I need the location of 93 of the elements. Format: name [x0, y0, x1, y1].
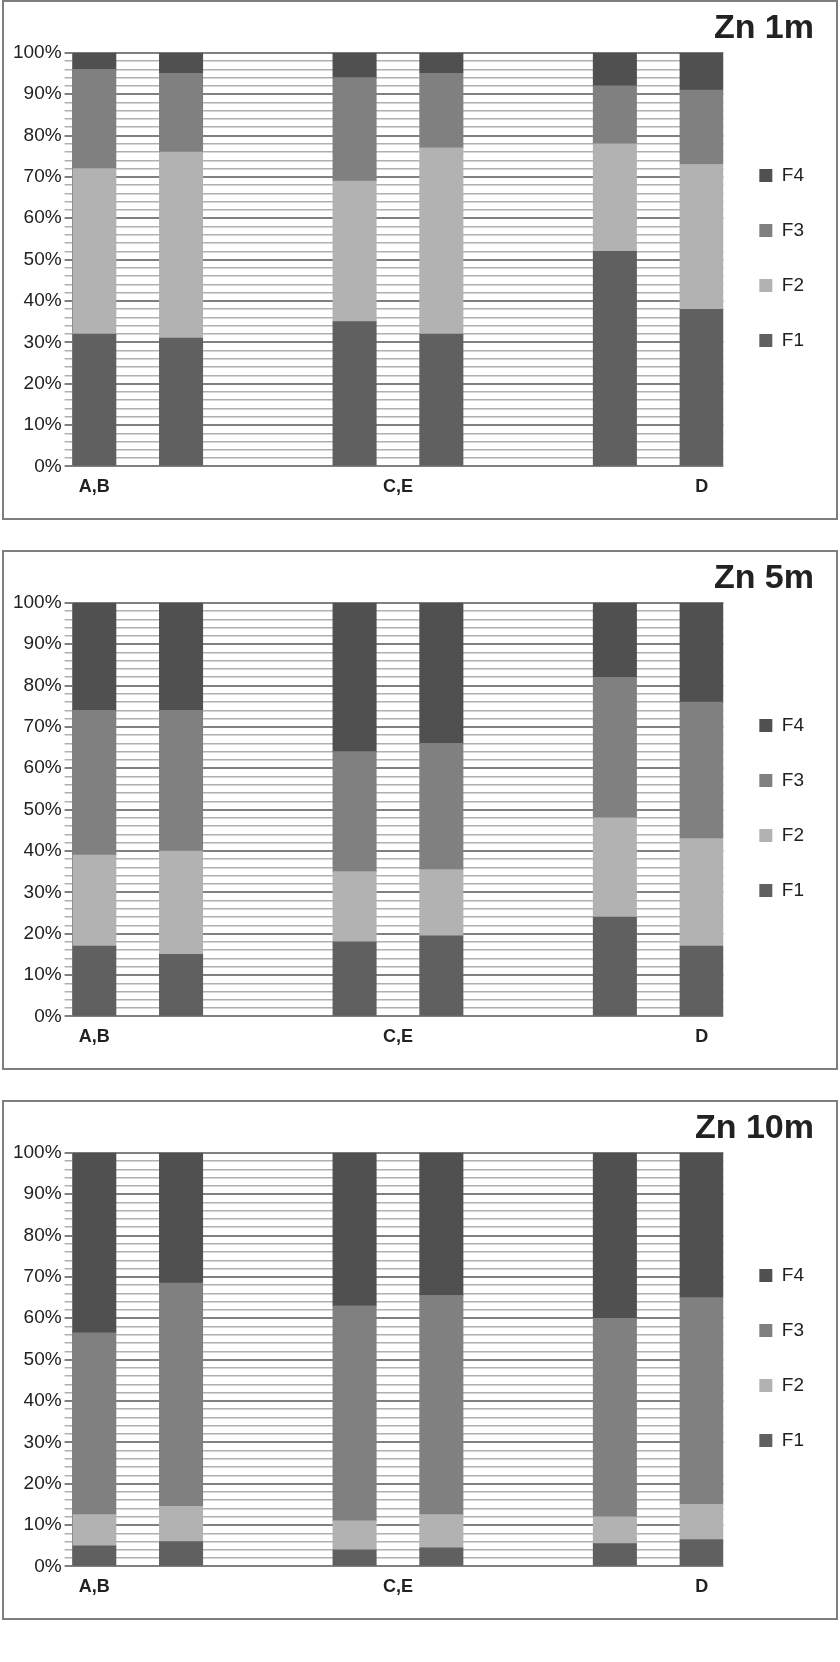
y-tick-label: 40%	[23, 839, 62, 861]
y-tick-label: 0%	[34, 454, 62, 476]
y-tick-label: 70%	[23, 715, 62, 737]
y-tick-label: 60%	[23, 756, 62, 778]
x-tick-label: D	[695, 476, 709, 497]
legend-label: F2	[781, 1373, 805, 1395]
bar	[332, 941, 377, 1016]
y-tick-label: 90%	[23, 1182, 62, 1204]
bar	[332, 321, 377, 466]
bar	[159, 1152, 204, 1284]
bar	[679, 1539, 724, 1566]
x-tick-label: C,E	[382, 476, 413, 497]
x-tick-label: C,E	[382, 1576, 413, 1597]
y-tick-label: 70%	[23, 165, 62, 187]
bar	[419, 52, 464, 74]
legend-label: F2	[781, 273, 805, 295]
y-tick-label: 40%	[23, 289, 62, 311]
y-tick-label: 60%	[23, 206, 62, 228]
bar	[332, 1549, 377, 1566]
chart-title: Zn 5m	[713, 556, 814, 595]
bar	[332, 52, 377, 78]
y-tick-label: 20%	[23, 1471, 62, 1493]
chart-title: Zn 1m	[713, 6, 814, 45]
y-tick-label: 10%	[23, 1513, 62, 1535]
bar	[592, 1152, 637, 1319]
y-tick-label: 80%	[23, 123, 62, 145]
bar	[419, 602, 464, 744]
bar	[72, 333, 117, 466]
x-tick-label: D	[695, 1576, 709, 1597]
chart-title: Zn 10m	[694, 1106, 814, 1145]
bar	[159, 337, 204, 466]
bar	[72, 602, 117, 711]
y-tick-label: 70%	[23, 1265, 62, 1287]
y-tick-label: 30%	[23, 330, 62, 352]
bar	[159, 954, 204, 1016]
legend-label: F4	[781, 163, 805, 185]
y-tick-label: 60%	[23, 1306, 62, 1328]
bar	[419, 1152, 464, 1296]
bar	[592, 602, 637, 678]
y-tick-label: 50%	[23, 1347, 62, 1369]
bar	[72, 945, 117, 1016]
x-tick-label: D	[695, 1026, 709, 1047]
y-tick-label: 100%	[12, 591, 62, 613]
legend-label: F4	[781, 1263, 805, 1285]
y-tick-label: 30%	[23, 880, 62, 902]
bar	[592, 52, 637, 87]
legend-label: F1	[781, 328, 805, 350]
legend-label: F1	[781, 878, 805, 900]
x-tick-label: C,E	[382, 1026, 413, 1047]
legend-label: F4	[781, 713, 805, 735]
y-tick-label: 10%	[23, 413, 62, 435]
bar	[679, 308, 724, 466]
y-tick-label: 80%	[23, 673, 62, 695]
legend-label: F3	[781, 768, 805, 790]
y-tick-label: 10%	[23, 963, 62, 985]
x-tick-label: A,B	[78, 1576, 110, 1597]
y-tick-label: 40%	[23, 1389, 62, 1411]
bar	[679, 52, 724, 91]
y-tick-label: 80%	[23, 1223, 62, 1245]
bar	[159, 1541, 204, 1566]
bar	[419, 1547, 464, 1566]
y-tick-label: 0%	[34, 1004, 62, 1026]
bar	[332, 602, 377, 753]
legend-label: F2	[781, 823, 805, 845]
y-tick-label: 50%	[23, 247, 62, 269]
bar	[592, 916, 637, 1016]
y-tick-label: 90%	[23, 82, 62, 104]
bar	[592, 1543, 637, 1566]
y-tick-label: 50%	[23, 797, 62, 819]
bar	[679, 1152, 724, 1298]
y-tick-label: 30%	[23, 1430, 62, 1452]
bar	[679, 945, 724, 1016]
bar	[679, 602, 724, 703]
bar	[419, 935, 464, 1016]
bar	[72, 1545, 117, 1566]
y-tick-label: 20%	[23, 371, 62, 393]
bar	[72, 52, 117, 70]
y-tick-label: 0%	[34, 1554, 62, 1576]
bar	[592, 251, 637, 466]
legend-label: F1	[781, 1428, 805, 1450]
bar	[159, 52, 204, 74]
legend-label: F3	[781, 1318, 805, 1340]
y-tick-label: 100%	[12, 1141, 62, 1163]
bar	[419, 333, 464, 466]
y-tick-label: 20%	[23, 921, 62, 943]
bar	[159, 602, 204, 711]
bar	[332, 1152, 377, 1307]
y-tick-label: 90%	[23, 632, 62, 654]
y-tick-label: 100%	[12, 41, 62, 63]
x-tick-label: A,B	[78, 476, 110, 497]
bar	[72, 1152, 117, 1334]
x-tick-label: A,B	[78, 1026, 110, 1047]
legend-label: F3	[781, 218, 805, 240]
